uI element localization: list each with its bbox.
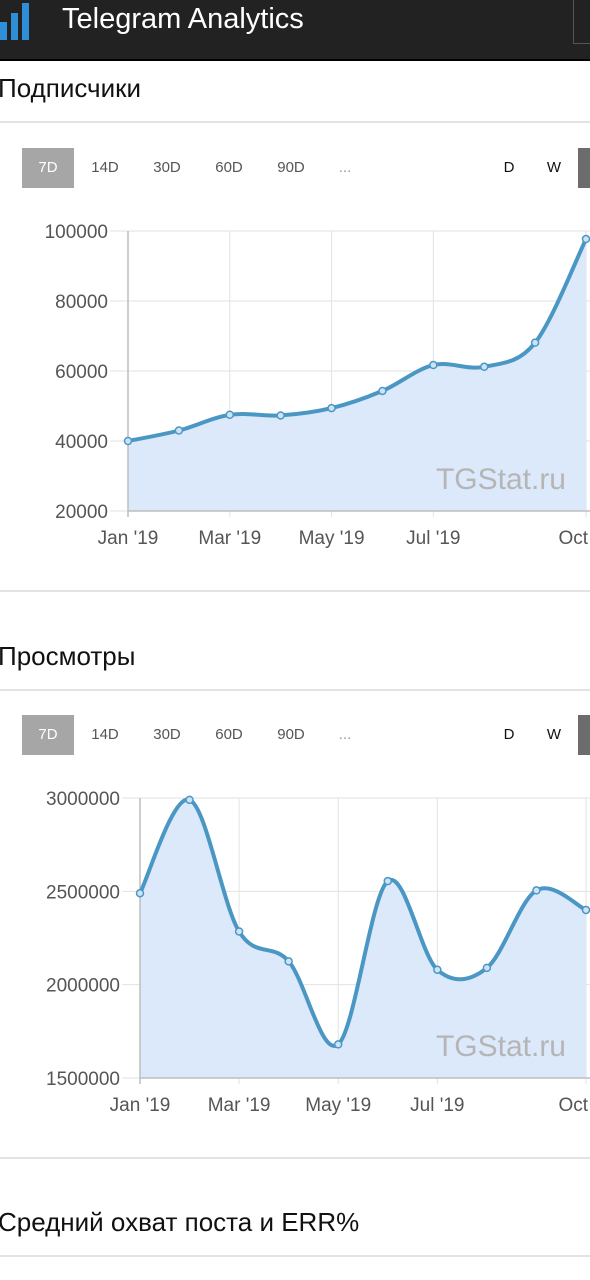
period-tabs-subscribers: 7D 14D 30D 60D 90D ... D W [22, 148, 590, 188]
divider [0, 689, 590, 691]
data-point [276, 411, 285, 420]
data-point [123, 436, 133, 446]
x-tick-label: Jul '19 [410, 1095, 464, 1116]
tab-30d[interactable]: 30D [153, 726, 181, 743]
granularity-day[interactable]: D [503, 159, 515, 176]
data-point [225, 410, 235, 419]
y-tick-label: 60000 [55, 362, 108, 383]
data-point [530, 338, 540, 347]
data-point [135, 888, 145, 898]
data-point [378, 386, 387, 396]
x-tick-label: Mar '19 [198, 528, 261, 549]
chart-watermark: TGStat.ru [436, 1030, 566, 1063]
data-point [429, 360, 438, 370]
subscribers-chart: 20000 40000 60000 80000 100000 Jan '19 Mar '19… [45, 222, 590, 549]
data-point [185, 795, 194, 805]
x-tick-label: May '19 [299, 528, 365, 549]
y-tick-label: 3000000 [46, 789, 120, 810]
granularity-week[interactable]: W [546, 159, 562, 176]
y-tick-label: 2500000 [46, 882, 120, 903]
data-point [482, 963, 492, 973]
tab-30d[interactable]: 30D [153, 159, 181, 176]
tab-14d[interactable]: 14D [91, 159, 119, 176]
granularity-month[interactable] [578, 715, 590, 755]
y-tick-label: 100000 [45, 222, 108, 243]
period-tabs-views: 7D 14D 30D 60D 90D ... D W [22, 715, 590, 755]
tab-14d[interactable]: 14D [91, 726, 119, 743]
data-point [284, 957, 293, 966]
y-tick-label: 80000 [55, 292, 108, 313]
granularity-week[interactable]: W [546, 726, 562, 743]
app-header: Telegram Analytics [0, 0, 590, 61]
tab-60d[interactable]: 60D [215, 159, 243, 176]
x-tick-label: May '19 [305, 1095, 371, 1116]
divider [0, 121, 590, 123]
bar-chart-logo-icon [0, 3, 29, 40]
data-point [333, 1040, 343, 1049]
tab-more[interactable]: ... [338, 159, 352, 176]
divider [0, 590, 590, 592]
x-tick-label: Jul '19 [406, 528, 460, 549]
y-tick-label: 2000000 [46, 976, 120, 997]
x-tick-label: Oct [558, 528, 588, 549]
x-tick-label: Mar '19 [208, 1095, 271, 1116]
data-point [234, 927, 244, 936]
data-point [581, 234, 590, 244]
tab-90d[interactable]: 90D [277, 159, 305, 176]
series-area [128, 239, 586, 511]
series-line [138, 797, 588, 1048]
tab-7d[interactable]: 7D [22, 148, 74, 188]
series-area [140, 799, 586, 1078]
menu-button[interactable] [573, 0, 590, 44]
data-point [433, 965, 442, 974]
x-tick-label: Jan '19 [98, 528, 159, 549]
chart-watermark: TGStat.ru [436, 463, 566, 496]
granularity-month[interactable] [578, 148, 590, 188]
granularity-day[interactable]: D [503, 726, 515, 743]
views-chart: 1500000 2000000 2500000 3000000 Jan '19 Mar '… [46, 789, 590, 1116]
data-point [581, 905, 590, 915]
tab-90d[interactable]: 90D [277, 726, 305, 743]
y-tick-label: 20000 [55, 502, 108, 523]
x-tick-label: Jan '19 [110, 1095, 171, 1116]
app-title: Telegram Analytics [62, 3, 304, 35]
data-point [174, 426, 184, 435]
y-tick-label: 1500000 [46, 1069, 120, 1090]
divider [0, 1157, 590, 1159]
tab-7d[interactable]: 7D [22, 715, 74, 755]
data-point [327, 403, 336, 413]
section-title-views: Просмотры [0, 641, 136, 671]
data-point [532, 886, 541, 895]
section-title-subscribers: Подписчики [0, 73, 142, 103]
tab-more[interactable]: ... [338, 726, 352, 743]
divider [0, 1255, 590, 1257]
data-point [479, 362, 489, 372]
y-tick-label: 40000 [55, 432, 108, 453]
section-title-reach-err: Средний охват поста и ERR% [0, 1207, 360, 1237]
tab-60d[interactable]: 60D [215, 726, 243, 743]
series-line [126, 237, 588, 443]
data-point [383, 876, 393, 886]
x-tick-label: Oct [558, 1095, 588, 1116]
